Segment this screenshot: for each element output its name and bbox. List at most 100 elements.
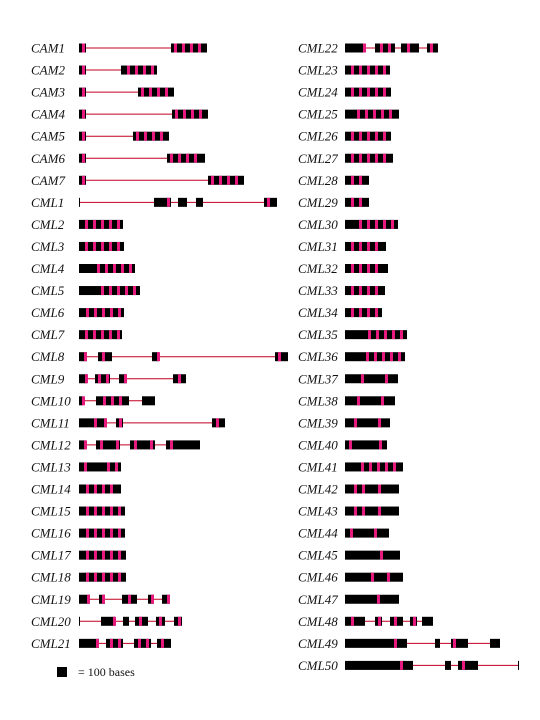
junction-mark-cml35-3: [384, 330, 387, 340]
gene-label-cam3: CAM3: [31, 85, 65, 100]
junction-mark-cam7-3: [219, 175, 222, 185]
junction-mark-cml5-3: [117, 286, 120, 296]
gene-cml13: CML13: [31, 459, 121, 474]
gene-cml25: CML25: [298, 107, 399, 122]
junction-mark-cml44-2: [374, 528, 377, 538]
junction-mark-cml41-5: [393, 462, 396, 472]
junction-mark-cml19-2: [102, 594, 105, 604]
gene-cml19: CML19: [31, 592, 170, 607]
gene-label-cml20: CML20: [31, 614, 71, 629]
exon-cml7-1: [79, 330, 122, 340]
junction-mark-cml33-1: [351, 286, 354, 296]
gene-cml37: CML37: [298, 371, 398, 386]
gene-label-cml33: CML33: [298, 283, 338, 298]
exon-cml30-1: [345, 219, 398, 229]
junction-mark-cml49-1: [394, 638, 397, 648]
gene-label-cml34: CML34: [298, 305, 338, 320]
junction-mark-cml15-1: [86, 506, 89, 516]
exon-cml10-3: [142, 396, 155, 406]
exon-cml21-3: [134, 638, 151, 648]
junction-mark-cml16-4: [110, 528, 113, 538]
gene-cml5: CML5: [31, 283, 140, 298]
junction-mark-cam1-2: [174, 43, 177, 53]
legend-label: = 100 bases: [78, 665, 135, 679]
exon-cml38-1: [345, 396, 395, 406]
junction-mark-cml24-4: [375, 87, 378, 97]
junction-mark-cml6-3: [102, 308, 105, 318]
gene-cml18: CML18: [31, 570, 126, 585]
exon-cml14-1: [79, 484, 121, 494]
junction-mark-cml41-4: [385, 462, 388, 472]
gene-cml2: CML2: [31, 217, 123, 232]
junction-mark-cam7-1: [82, 175, 85, 185]
exon-cml20-3: [123, 616, 129, 626]
junction-mark-cml37-1: [361, 374, 364, 384]
junction-mark-cml45-1: [380, 550, 383, 560]
exon-cml11-1: [79, 418, 107, 428]
junction-mark-cml14-3: [102, 484, 105, 494]
junction-mark-cam2-1: [82, 65, 85, 75]
junction-mark-cml25-4: [381, 109, 384, 119]
junction-mark-cml19-5: [167, 594, 170, 604]
exon-cml13-1: [79, 462, 121, 472]
gene-cml9: CML9: [31, 371, 186, 386]
scale-legend: = 100 bases: [57, 665, 135, 679]
junction-mark-cml38-2: [381, 396, 384, 406]
gene-label-cml15: CML15: [31, 504, 71, 519]
exon-cml10-1: [79, 396, 83, 406]
gene-label-cml41: CML41: [298, 459, 338, 474]
junction-mark-cml42-1: [354, 484, 357, 494]
junction-mark-cml28-2: [359, 175, 362, 185]
junction-mark-cml26-5: [383, 131, 386, 141]
exon-cml12-2: [96, 440, 120, 450]
exon-cml25-1: [345, 109, 399, 119]
junction-mark-cam5-1: [82, 131, 85, 141]
gene-label-cml9: CML9: [31, 371, 65, 386]
junction-mark-cml8-2: [102, 352, 105, 362]
exon-cml50-4: [518, 660, 519, 670]
gene-label-cml3: CML3: [31, 239, 65, 254]
junction-mark-cam6-1: [82, 153, 85, 163]
junction-mark-cml22-5: [430, 43, 433, 53]
junction-mark-cml23-2: [359, 65, 362, 75]
gene-cml20: CML20: [31, 614, 182, 629]
junction-mark-cml3-1: [85, 241, 88, 251]
junction-mark-cml8-1: [84, 352, 87, 362]
junction-mark-cml36-3: [382, 352, 385, 362]
exon-cml49-4: [490, 638, 500, 648]
gene-label-cam7: CAM7: [31, 173, 65, 188]
exon-cml50-2: [445, 660, 451, 670]
junction-mark-cml5-1: [101, 286, 104, 296]
exon-cml29-1: [345, 197, 369, 207]
exon-cml9-2: [95, 374, 110, 384]
gene-cam4: CAM4: [31, 107, 208, 122]
junction-mark-cml27-4: [375, 153, 378, 163]
exon-cml40-1: [345, 440, 387, 450]
junction-mark-cml4-4: [121, 264, 124, 273]
gene-label-cam1: CAM1: [31, 41, 65, 56]
exon-cml44-1: [345, 528, 389, 538]
gene-label-cml7: CML7: [31, 327, 65, 342]
gene-cam7: CAM7: [31, 173, 244, 188]
junction-mark-cml5-2: [109, 286, 112, 296]
exon-cml49-1: [345, 638, 407, 648]
exon-cam1-2: [171, 43, 207, 53]
junction-mark-cml6-4: [110, 308, 113, 318]
junction-mark-cml6-1: [86, 308, 89, 318]
junction-mark-cml24-5: [383, 87, 386, 97]
exon-cml45-1: [345, 550, 400, 560]
gene-label-cml11: CML11: [31, 415, 70, 430]
junction-mark-cml31-3: [367, 241, 370, 251]
junction-mark-cml11-1: [94, 418, 97, 428]
junction-mark-cml21-3: [118, 638, 121, 648]
gene-cml1: CML1: [31, 195, 277, 210]
junction-mark-cam3-5: [165, 87, 168, 97]
junction-mark-cml25-5: [389, 109, 392, 119]
exon-cml8-1: [79, 352, 87, 362]
junction-mark-cml2-2: [93, 219, 96, 229]
exon-cml1-2: [154, 197, 171, 207]
exon-cml37-1: [345, 374, 398, 384]
junction-mark-cam6-2: [170, 153, 173, 163]
exon-cml1-3: [178, 197, 187, 207]
